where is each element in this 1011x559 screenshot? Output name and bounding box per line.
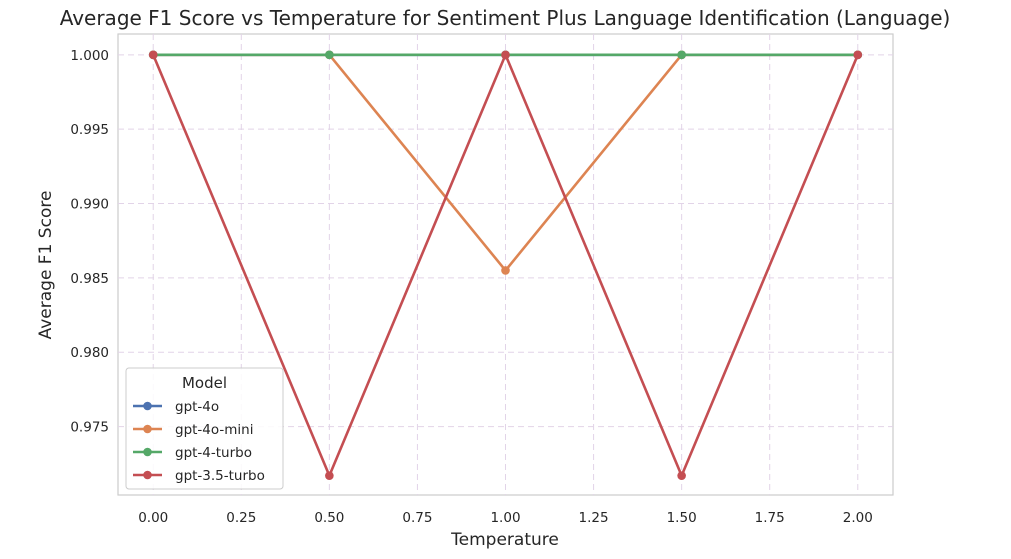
data-point-gpt-4o-mini [501,266,510,275]
data-point-gpt-4-turbo [677,50,686,60]
data-point-gpt-3-5-turbo [148,50,158,60]
x-tick-label: 0.50 [314,510,344,526]
series-lines [148,50,863,480]
chart-title: Average F1 Score vs Temperature for Sent… [60,6,951,30]
y-axis-label: Average F1 Score [36,191,56,340]
x-tick-label: 0.00 [138,510,168,526]
x-axis-ticks: 0.00 0.25 0.50 0.75 1.00 1.25 1.50 1.75 2.00 [138,510,873,526]
x-tick-label: 0.75 [402,510,432,526]
y-tick-label: 0.985 [70,271,109,287]
x-tick-label: 2.00 [843,510,873,526]
data-point-gpt-3-5-turbo [501,50,510,60]
data-point-gpt-4-turbo [325,50,334,60]
y-tick-label: 0.980 [70,345,109,361]
legend-marker-gpt-3-5-turbo [143,470,152,480]
legend-label-gpt-4-turbo: gpt-4-turbo [175,445,252,461]
legend-box [125,367,284,490]
y-tick-label: 0.995 [70,122,109,138]
legend-label-gpt-3-5-turbo: gpt-3.5-turbo [175,468,265,484]
legend-marker-gpt-4o [143,401,152,411]
legend-label-gpt-4o: gpt-4o [175,399,219,415]
y-axis-ticks: 0.975 0.980 0.985 0.990 0.995 1.000 [70,48,109,436]
legend-label-gpt-4o-mini: gpt-4o-mini [175,422,253,438]
x-axis-label: Temperature [450,530,559,550]
data-point-gpt-3-5-turbo [677,471,686,480]
data-point-gpt-3-5-turbo [853,50,863,60]
x-tick-label: 1.75 [755,510,785,526]
x-tick-label: 1.50 [667,510,697,526]
y-tick-label: 0.990 [70,197,109,213]
legend-marker-gpt-4-turbo [143,447,152,457]
legend: Model gpt-4o gpt-4o-mini gpt-4-turbo gpt-3.… [125,367,284,490]
legend-marker-gpt-4o-mini [143,424,152,434]
y-tick-label: 1.000 [70,48,109,64]
legend-title: Model [182,374,227,392]
x-tick-label: 0.25 [226,510,256,526]
data-point-gpt-3-5-turbo [325,471,334,480]
x-tick-label: 1.25 [579,510,609,526]
legend-items: gpt-4o gpt-4o-mini gpt-4-turbo gpt-3.5-turb… [133,399,265,484]
x-tick-label: 1.00 [490,510,520,526]
y-tick-label: 0.975 [70,420,109,436]
